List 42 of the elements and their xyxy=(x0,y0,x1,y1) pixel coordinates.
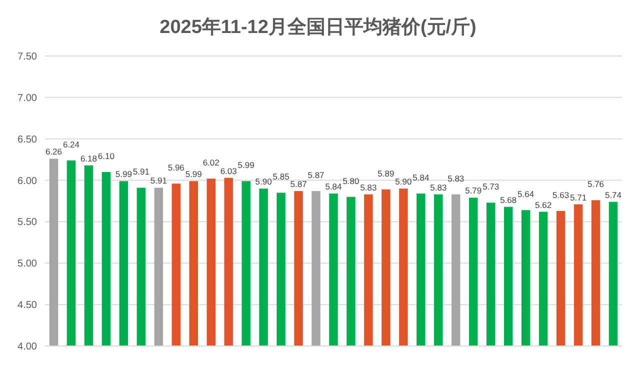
y-tick-label: 5.50 xyxy=(18,217,38,228)
data-label: 5.90 xyxy=(255,176,272,187)
data-label: 6.26 xyxy=(45,146,62,157)
data-label: 5.99 xyxy=(238,160,255,170)
data-label: 6.24 xyxy=(62,139,80,150)
data-label: 5.91 xyxy=(132,166,150,177)
data-label: 5.96 xyxy=(168,162,185,173)
data-label: 5.68 xyxy=(500,194,517,205)
data-label: 5.73 xyxy=(482,182,500,192)
data-label: 5.62 xyxy=(535,200,552,210)
data-label: 5.71 xyxy=(570,192,587,202)
data-label: 5.90 xyxy=(395,176,412,187)
data-label: 6.02 xyxy=(202,158,220,168)
data-label: 5.74 xyxy=(604,190,622,200)
data-label: 6.10 xyxy=(98,151,115,161)
data-label: 5.80 xyxy=(342,176,360,186)
data-label: 5.87 xyxy=(308,170,325,180)
y-tick-label: 7.50 xyxy=(18,52,38,62)
y-tick-label: 4.00 xyxy=(18,342,38,352)
y-tick-label: 4.50 xyxy=(18,300,38,312)
data-label: 5.99 xyxy=(185,169,202,180)
data-label: 5.85 xyxy=(272,172,290,182)
data-label: 5.84 xyxy=(412,172,430,183)
data-label: 5.83 xyxy=(448,173,464,184)
y-tick-label: 5.00 xyxy=(18,258,38,270)
data-label: 6.03 xyxy=(220,166,238,176)
data-label: 5.83 xyxy=(430,182,447,192)
data-label: 5.63 xyxy=(552,190,570,200)
y-tick-label: 7.00 xyxy=(18,92,38,104)
data-label: 5.91 xyxy=(150,176,168,186)
data-label: 5.84 xyxy=(325,182,342,192)
y-tick-label: 6.00 xyxy=(18,176,38,187)
data-label: 6.18 xyxy=(80,153,98,164)
data-label: 5.79 xyxy=(465,186,482,196)
y-tick-label: 6.50 xyxy=(18,134,38,146)
data-label: 5.89 xyxy=(378,168,394,178)
data-label: 5.64 xyxy=(518,189,534,200)
data-label: 5.83 xyxy=(360,182,378,192)
data-label: 5.76 xyxy=(588,179,604,190)
data-label: 5.87 xyxy=(290,179,308,190)
data-label: 5.99 xyxy=(115,169,132,180)
chart-title: 2025年11-12月全国日平均猪价(元/斤) xyxy=(160,16,476,38)
